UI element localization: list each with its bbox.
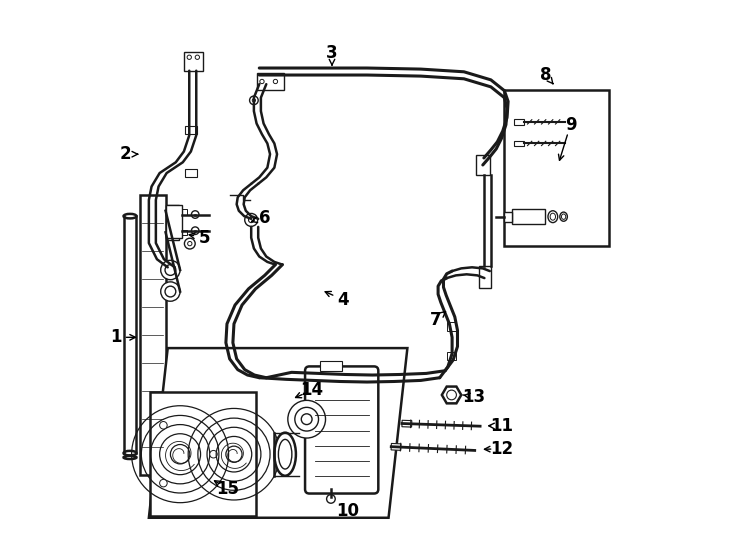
Bar	[504, 90, 609, 246]
Circle shape	[250, 96, 258, 105]
Bar	[514, 119, 524, 125]
Ellipse shape	[562, 214, 566, 219]
Polygon shape	[149, 348, 407, 518]
Circle shape	[295, 407, 319, 431]
Text: 2: 2	[120, 145, 131, 163]
Bar	[185, 126, 197, 134]
Bar	[514, 141, 524, 146]
Circle shape	[188, 241, 192, 246]
Bar	[447, 322, 457, 331]
Bar	[479, 266, 491, 288]
Circle shape	[327, 495, 335, 503]
Text: 10: 10	[337, 502, 360, 520]
Text: 8: 8	[540, 66, 551, 84]
Text: 4: 4	[337, 291, 349, 309]
Circle shape	[288, 400, 325, 438]
Text: 6: 6	[259, 209, 270, 227]
Circle shape	[210, 450, 217, 458]
Circle shape	[192, 227, 199, 234]
Text: 1: 1	[109, 328, 121, 346]
Text: 15: 15	[217, 480, 239, 498]
Bar	[179, 209, 187, 214]
Text: 3: 3	[326, 44, 338, 63]
Circle shape	[187, 55, 192, 59]
Ellipse shape	[548, 211, 558, 222]
Ellipse shape	[550, 213, 556, 220]
Bar	[185, 168, 197, 177]
FancyBboxPatch shape	[305, 367, 378, 494]
Circle shape	[244, 213, 258, 226]
Bar	[512, 209, 545, 224]
Circle shape	[161, 260, 180, 280]
Bar	[504, 212, 512, 221]
Text: 14: 14	[300, 381, 324, 399]
Bar	[179, 230, 187, 235]
Bar	[257, 73, 283, 90]
Ellipse shape	[123, 456, 137, 459]
Circle shape	[192, 211, 199, 218]
Text: 12: 12	[490, 440, 513, 458]
Bar	[166, 205, 182, 238]
Circle shape	[195, 55, 200, 59]
Bar	[139, 194, 166, 475]
Text: 9: 9	[564, 116, 576, 133]
Circle shape	[161, 282, 180, 301]
Circle shape	[260, 79, 264, 84]
Circle shape	[249, 217, 254, 222]
Bar	[447, 352, 457, 361]
Text: 11: 11	[490, 417, 513, 435]
Circle shape	[252, 373, 263, 383]
Bar	[391, 443, 401, 450]
Circle shape	[447, 390, 457, 400]
Circle shape	[252, 99, 255, 102]
Bar	[166, 205, 179, 240]
Circle shape	[159, 480, 167, 487]
Bar	[402, 420, 412, 427]
Text: 5: 5	[199, 228, 210, 247]
Circle shape	[165, 286, 176, 297]
Ellipse shape	[123, 451, 137, 455]
Circle shape	[159, 422, 167, 429]
Circle shape	[184, 238, 195, 249]
Text: 13: 13	[462, 388, 485, 406]
Circle shape	[273, 79, 277, 84]
Circle shape	[165, 265, 176, 275]
Bar	[320, 361, 342, 371]
Bar	[150, 392, 255, 516]
Bar	[184, 52, 203, 71]
Circle shape	[301, 414, 312, 424]
Ellipse shape	[123, 214, 137, 218]
Bar	[476, 156, 490, 174]
Ellipse shape	[560, 212, 567, 221]
Ellipse shape	[278, 440, 292, 469]
Ellipse shape	[275, 433, 296, 476]
Text: 7: 7	[430, 310, 442, 328]
